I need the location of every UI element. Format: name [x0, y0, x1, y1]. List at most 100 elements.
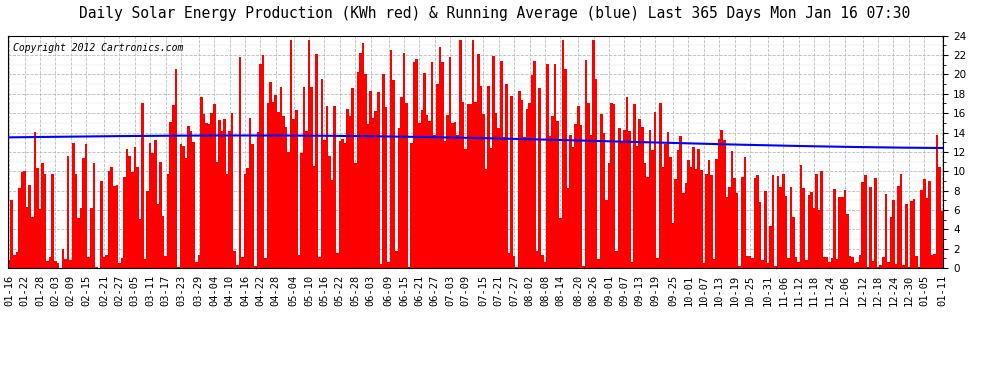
Bar [939, 168, 940, 268]
Bar [859, 255, 861, 268]
Bar [882, 256, 884, 268]
Bar [203, 114, 205, 268]
Bar [144, 259, 147, 268]
Bar [639, 119, 641, 268]
Bar [192, 142, 195, 268]
Bar [159, 162, 161, 268]
Bar [124, 177, 126, 268]
Bar [390, 50, 392, 268]
Bar [572, 147, 574, 268]
Bar [387, 262, 390, 268]
Bar [359, 53, 361, 268]
Bar [731, 151, 734, 268]
Bar [626, 97, 629, 268]
Bar [539, 88, 542, 268]
Bar [429, 121, 431, 268]
Bar [834, 189, 836, 268]
Bar [331, 180, 334, 268]
Bar [308, 40, 311, 268]
Bar [582, 266, 585, 268]
Bar [764, 190, 766, 268]
Bar [521, 100, 523, 268]
Bar [872, 261, 874, 268]
Bar [800, 165, 803, 268]
Text: Daily Solar Energy Production (KWh red) & Running Average (blue) Last 365 Days M: Daily Solar Energy Production (KWh red) … [79, 6, 911, 21]
Bar [900, 174, 903, 268]
Bar [548, 136, 551, 268]
Bar [248, 118, 251, 268]
Bar [151, 153, 154, 268]
Bar [456, 135, 459, 268]
Bar [772, 175, 774, 268]
Bar [895, 264, 897, 268]
Bar [869, 188, 872, 268]
Bar [379, 264, 382, 268]
Bar [843, 190, 846, 268]
Bar [316, 54, 318, 268]
Bar [618, 128, 621, 268]
Bar [336, 253, 339, 268]
Bar [472, 40, 474, 268]
Bar [644, 163, 646, 268]
Bar [134, 147, 136, 268]
Bar [726, 197, 729, 268]
Bar [261, 55, 264, 268]
Bar [87, 257, 90, 268]
Bar [42, 163, 44, 268]
Bar [534, 61, 536, 268]
Bar [695, 169, 697, 268]
Bar [156, 204, 159, 268]
Bar [610, 103, 613, 268]
Bar [503, 137, 505, 268]
Bar [100, 181, 103, 268]
Bar [90, 208, 92, 268]
Bar [753, 178, 756, 268]
Bar [851, 257, 853, 268]
Bar [495, 113, 498, 268]
Bar [821, 171, 823, 268]
Bar [54, 261, 56, 268]
Bar [705, 174, 708, 268]
Bar [211, 112, 213, 268]
Bar [748, 256, 751, 268]
Bar [408, 267, 410, 268]
Bar [505, 84, 508, 268]
Bar [646, 177, 648, 268]
Bar [439, 47, 442, 268]
Bar [803, 188, 805, 268]
Bar [334, 105, 336, 268]
Bar [221, 131, 223, 268]
Bar [154, 140, 156, 268]
Bar [29, 185, 31, 268]
Bar [759, 202, 761, 268]
Bar [231, 113, 234, 268]
Bar [21, 172, 24, 268]
Bar [682, 193, 685, 268]
Bar [16, 252, 18, 268]
Bar [666, 132, 669, 268]
Bar [921, 190, 923, 268]
Bar [277, 112, 279, 268]
Bar [185, 158, 187, 268]
Bar [142, 103, 144, 268]
Bar [864, 175, 866, 268]
Bar [266, 103, 269, 268]
Bar [131, 172, 134, 268]
Bar [774, 266, 777, 268]
Bar [118, 263, 121, 268]
Bar [259, 63, 261, 268]
Bar [729, 188, 731, 268]
Bar [446, 115, 448, 268]
Bar [751, 258, 753, 268]
Bar [474, 102, 477, 268]
Bar [713, 259, 716, 268]
Bar [739, 266, 741, 268]
Bar [453, 122, 456, 268]
Bar [477, 54, 479, 268]
Bar [95, 267, 98, 268]
Bar [741, 177, 743, 268]
Bar [103, 257, 105, 268]
Bar [392, 80, 395, 268]
Bar [531, 75, 534, 268]
Bar [690, 167, 692, 268]
